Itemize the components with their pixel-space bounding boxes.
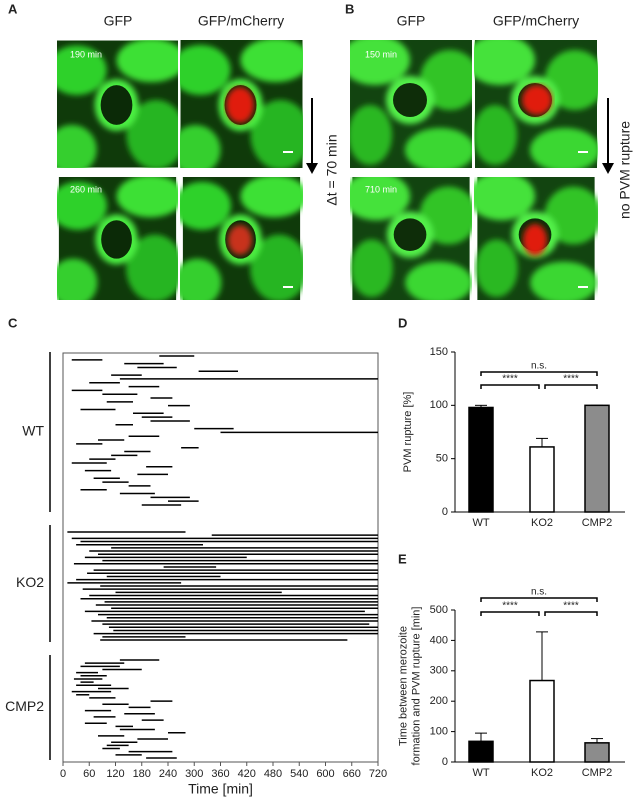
panel-label: C	[8, 315, 18, 330]
significance-bracket	[480, 371, 598, 376]
bar	[529, 679, 555, 763]
x-tick-label: KO2	[531, 517, 553, 529]
y-tick-label: 0	[442, 506, 448, 518]
significance-label: n.s.	[531, 587, 547, 598]
panel-label: B	[345, 1, 354, 16]
bar	[584, 742, 610, 763]
x-tick-label: CMP2	[582, 517, 613, 529]
y-tick-label: 0	[442, 756, 448, 768]
y-axis-label: formation and PVM rupture [min]	[410, 607, 422, 766]
x-tick-label: 240	[159, 768, 177, 780]
bar	[584, 404, 610, 513]
timestamp: 150 min	[365, 49, 397, 59]
y-tick-label: 300	[430, 665, 448, 677]
significance-label: ****	[563, 601, 579, 612]
significance-bracket	[480, 611, 540, 616]
y-tick-label: 100	[430, 726, 448, 738]
x-tick-label: 480	[264, 768, 282, 780]
x-tick-label: 720	[369, 768, 387, 780]
significance-label: ****	[563, 374, 579, 385]
group-label: CMP2	[5, 698, 44, 714]
group-label: KO2	[16, 574, 44, 590]
significance-bracket	[544, 384, 598, 389]
significance-label: n.s.	[531, 361, 547, 372]
bar	[468, 740, 494, 763]
y-axis-label: Time between merozoite	[397, 626, 409, 746]
column-header: GFP	[104, 13, 133, 29]
y-tick-label: 200	[430, 695, 448, 707]
significance-bracket	[480, 384, 540, 389]
significance-bracket	[480, 597, 598, 602]
y-axis-label: PVM rupture [%]	[402, 392, 414, 473]
y-tick-label: 400	[430, 634, 448, 646]
panel-label: D	[398, 315, 407, 330]
x-tick-label: 120	[106, 768, 124, 780]
y-tick-label: 50	[436, 453, 448, 465]
x-tick-label: 360	[211, 768, 229, 780]
x-tick-label: 180	[133, 768, 151, 780]
bar	[529, 446, 555, 513]
column-header: GFP/mCherry	[493, 13, 579, 29]
arrow-label: no PVM rupture	[617, 121, 633, 219]
timestamp: 190 min	[70, 49, 102, 59]
x-tick-label: 60	[83, 768, 95, 780]
x-tick-label: 600	[316, 768, 334, 780]
y-tick-label: 150	[430, 346, 448, 358]
x-tick-label: KO2	[531, 767, 553, 779]
bar	[468, 406, 494, 513]
y-tick-label: 100	[430, 399, 448, 411]
x-tick-label: CMP2	[582, 767, 613, 779]
x-tick-label: 540	[290, 768, 308, 780]
significance-label: ****	[502, 374, 518, 385]
timestamp: 260 min	[70, 184, 102, 194]
significance-label: ****	[502, 601, 518, 612]
arrow-label: Δt = 70 min	[324, 134, 340, 205]
group-label: WT	[22, 423, 44, 439]
x-axis-label: Time [min]	[188, 781, 253, 797]
x-tick-label: 420	[238, 768, 256, 780]
y-tick-label: 500	[430, 604, 448, 616]
x-tick-label: 660	[343, 768, 361, 780]
column-header: GFP	[397, 13, 426, 29]
panel-label: A	[8, 1, 18, 16]
significance-bracket	[544, 611, 598, 616]
x-tick-label: 300	[185, 768, 203, 780]
x-tick-label: WT	[472, 767, 489, 779]
timestamp: 710 min	[365, 184, 397, 194]
column-header: GFP/mCherry	[198, 13, 284, 29]
panel-label: E	[398, 551, 407, 566]
x-tick-label: 0	[60, 768, 66, 780]
x-tick-label: WT	[472, 517, 489, 529]
